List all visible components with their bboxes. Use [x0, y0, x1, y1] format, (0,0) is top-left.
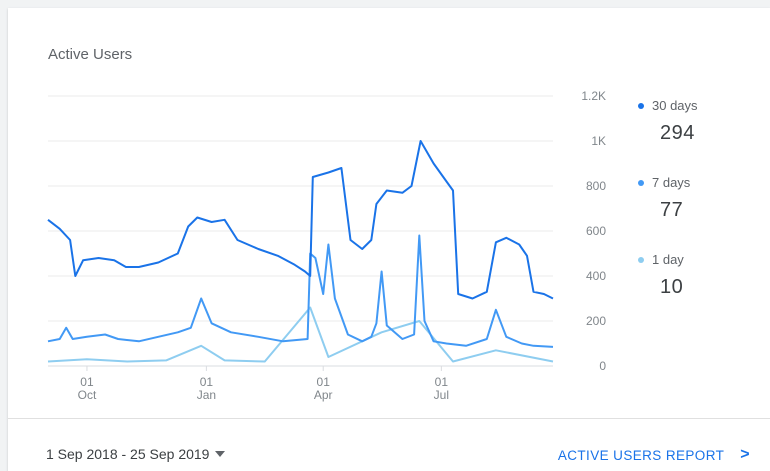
- legend-label: 1 day: [638, 252, 768, 268]
- x-tick-month-label: Oct: [78, 388, 97, 402]
- legend-item: 1 day 10: [638, 252, 768, 329]
- footer-divider: [8, 418, 770, 419]
- legend-dot: [638, 103, 644, 109]
- x-tick-month-label: Apr: [314, 388, 333, 402]
- x-tick-month-label: Jan: [197, 388, 216, 402]
- x-tick-day-label: 01: [200, 375, 214, 389]
- date-range-label: 1 Sep 2018 - 25 Sep 2019: [46, 446, 210, 462]
- series-line: [47, 140, 554, 300]
- x-tick-day-label: 01: [317, 375, 331, 389]
- legend-label-text: 30 days: [652, 98, 698, 113]
- series-line: [47, 306, 554, 363]
- y-tick-label: 0: [599, 359, 606, 373]
- y-tick-label: 800: [586, 179, 606, 193]
- active-users-report-link[interactable]: ACTIVE USERS REPORT >: [558, 446, 750, 464]
- legend-value: 10: [660, 276, 684, 298]
- legend-label: 30 days: [638, 98, 768, 114]
- y-tick-label: 1K: [591, 134, 606, 148]
- legend-label-text: 7 days: [652, 175, 691, 190]
- y-tick-label: 1.2K: [581, 89, 606, 103]
- series-line: [47, 234, 554, 348]
- x-tick-day-label: 01: [80, 375, 94, 389]
- chart-gridlines: [48, 95, 553, 367]
- legend-label-text: 1 day: [652, 252, 684, 267]
- y-tick-label: 600: [586, 224, 606, 238]
- x-tick-day-label: 01: [435, 375, 449, 389]
- card-title: Active Users: [48, 46, 133, 63]
- caret-down-icon: [215, 451, 226, 457]
- active-users-card: Active Users 0 200 400 600 800 1K 1.2K 01 Oct 01…: [8, 8, 770, 471]
- legend-item: 30 days 294: [638, 98, 768, 175]
- legend-value: 294: [660, 122, 695, 144]
- chevron-right-icon: >: [740, 446, 750, 463]
- report-link-label: ACTIVE USERS REPORT: [557, 447, 725, 463]
- legend-item: 7 days 77: [638, 175, 768, 252]
- chart-legend: 30 days 294 7 days 77 1 day 10: [638, 98, 768, 329]
- y-axis-ticks: 0 200 400 600 800 1K 1.2K: [581, 89, 606, 373]
- chart-series: [47, 140, 554, 363]
- legend-dot: [638, 257, 644, 263]
- legend-dot: [638, 180, 644, 186]
- x-tick-month-label: Jul: [434, 388, 449, 402]
- legend-label: 7 days: [638, 175, 768, 191]
- legend-value: 77: [660, 199, 684, 221]
- y-tick-label: 400: [586, 269, 606, 283]
- y-tick-label: 200: [586, 314, 606, 328]
- date-range-selector[interactable]: 1 Sep 2018 - 25 Sep 2019: [46, 446, 226, 462]
